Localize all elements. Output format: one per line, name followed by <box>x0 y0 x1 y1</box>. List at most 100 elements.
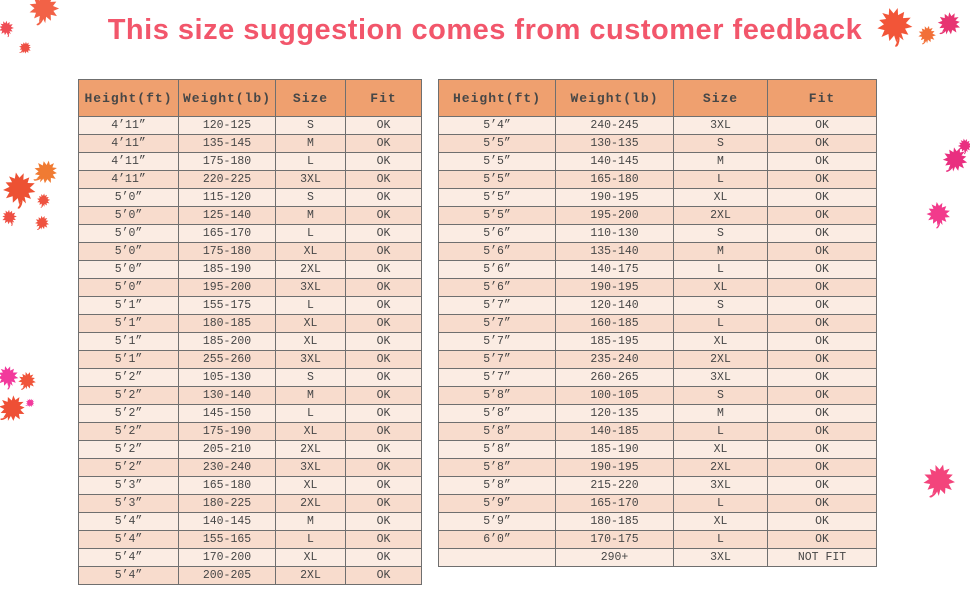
table-cell: OK <box>345 566 422 585</box>
table-cell: OK <box>345 350 422 369</box>
table-row: 5’8” 190-195 2XL OK <box>438 458 877 477</box>
table-cell: 195-200 <box>178 278 276 297</box>
table-cell: OK <box>767 170 877 189</box>
table-cell: XL <box>275 314 346 333</box>
table-cell: L <box>673 494 768 513</box>
table-row: 5’8” 140-185 L OK <box>438 422 877 441</box>
column-header: Weight(lb) <box>555 79 674 117</box>
table-row: 5’8” 215-220 3XL OK <box>438 476 877 495</box>
table-row: 5’4” 200-205 2XL OK <box>78 566 422 585</box>
table-cell: 2XL <box>275 566 346 585</box>
table-cell: 290+ <box>555 548 674 567</box>
table-cell: OK <box>767 440 877 459</box>
table-cell: OK <box>345 242 422 261</box>
table-cell: 155-165 <box>178 530 276 549</box>
table-row: 6’0” 170-175 L OK <box>438 530 877 549</box>
table-cell: 260-265 <box>555 368 674 387</box>
table-row: 5’2” 105-130 S OK <box>78 368 422 387</box>
table-cell: OK <box>345 278 422 297</box>
table-cell: 4’11” <box>78 134 179 153</box>
table-cell: 5’8” <box>438 422 556 441</box>
table-cell: OK <box>345 476 422 495</box>
table-cell: OK <box>767 332 877 351</box>
table-cell: OK <box>345 332 422 351</box>
column-header: Fit <box>767 79 877 117</box>
table-cell: OK <box>345 134 422 153</box>
table-cell: 3XL <box>275 170 346 189</box>
table-cell: 5’1” <box>78 350 179 369</box>
table-cell: 5’4” <box>78 548 179 567</box>
table-row: 5’9” 165-170 L OK <box>438 494 877 513</box>
table-cell: 5’0” <box>78 188 179 207</box>
table-cell: 3XL <box>673 116 768 135</box>
table-cell: 185-190 <box>555 440 674 459</box>
table-cell: 5’0” <box>78 278 179 297</box>
table-cell: NOT FIT <box>767 548 877 567</box>
table-cell: OK <box>767 188 877 207</box>
table-row: 5’8” 100-105 S OK <box>438 386 877 405</box>
table-row: 4’11” 120-125 S OK <box>78 116 422 135</box>
table-cell: 110-130 <box>555 224 674 243</box>
table-cell: 2XL <box>275 440 346 459</box>
table-row: 5’5” 190-195 XL OK <box>438 188 877 207</box>
table-cell: OK <box>345 440 422 459</box>
table-cell: 165-170 <box>555 494 674 513</box>
maple-leaf-icon <box>956 137 970 156</box>
size-table-right: Height(ft) Weight(lb) Size Fit 5’4” 240-245 3… <box>438 79 877 567</box>
table-cell: S <box>673 134 768 153</box>
maple-leaf-icon <box>35 192 51 208</box>
table-cell: OK <box>345 494 422 513</box>
table-cell: OK <box>345 296 422 315</box>
table-cell: 5’0” <box>78 206 179 225</box>
table-cell: 175-180 <box>178 152 276 171</box>
maple-leaf-icon <box>32 213 53 234</box>
table-cell: 185-195 <box>555 332 674 351</box>
table-row: 5’0” 185-190 2XL OK <box>78 260 422 279</box>
table-cell: OK <box>767 512 877 531</box>
table-cell: L <box>275 224 346 243</box>
table-cell: OK <box>767 494 877 513</box>
table-cell: OK <box>767 242 877 261</box>
table-cell: M <box>275 134 346 153</box>
table-cell: XL <box>275 548 346 567</box>
table-cell: 165-180 <box>178 476 276 495</box>
table-row: 5’2” 145-150 L OK <box>78 404 422 423</box>
table-cell: 125-140 <box>178 206 276 225</box>
table-cell: 5’9” <box>438 494 556 513</box>
table-cell: M <box>673 242 768 261</box>
page-title: This size suggestion comes from customer… <box>107 14 863 46</box>
maple-leaf-icon <box>14 368 39 393</box>
table-cell: M <box>673 152 768 171</box>
table-cell: OK <box>345 458 422 477</box>
table-cell: 5’5” <box>438 206 556 225</box>
table-cell: 230-240 <box>178 458 276 477</box>
table-row: 4’11” 220-225 3XL OK <box>78 170 422 189</box>
table-cell: 170-200 <box>178 548 276 567</box>
table-cell: 180-225 <box>178 494 276 513</box>
table-cell: 5’0” <box>78 260 179 279</box>
table-cell: XL <box>673 440 768 459</box>
table-row: 5’2” 130-140 M OK <box>78 386 422 405</box>
table-cell <box>438 548 556 567</box>
table-row: 5’9” 180-185 XL OK <box>438 512 877 531</box>
table-cell: 145-150 <box>178 404 276 423</box>
table-cell: 5’4” <box>78 566 179 585</box>
table-row: 5’5” 165-180 L OK <box>438 170 877 189</box>
table-cell: 4’11” <box>78 152 179 171</box>
table-cell: 5’7” <box>438 350 556 369</box>
table-cell: OK <box>345 224 422 243</box>
table-cell: OK <box>345 314 422 333</box>
table-row: 5’0” 125-140 M OK <box>78 206 422 225</box>
table-cell: OK <box>345 206 422 225</box>
table-row: 4’11” 175-180 L OK <box>78 152 422 171</box>
table-row: 5’6” 110-130 S OK <box>438 224 877 243</box>
table-cell: 120-125 <box>178 116 276 135</box>
table-cell: OK <box>767 278 877 297</box>
table-cell: M <box>275 386 346 405</box>
table-cell: 5’6” <box>438 224 556 243</box>
table-cell: 3XL <box>673 548 768 567</box>
column-header: Height(ft) <box>78 79 179 117</box>
table-row: 5’3” 165-180 XL OK <box>78 476 422 495</box>
table-cell: OK <box>767 116 877 135</box>
table-cell: 5’6” <box>438 278 556 297</box>
